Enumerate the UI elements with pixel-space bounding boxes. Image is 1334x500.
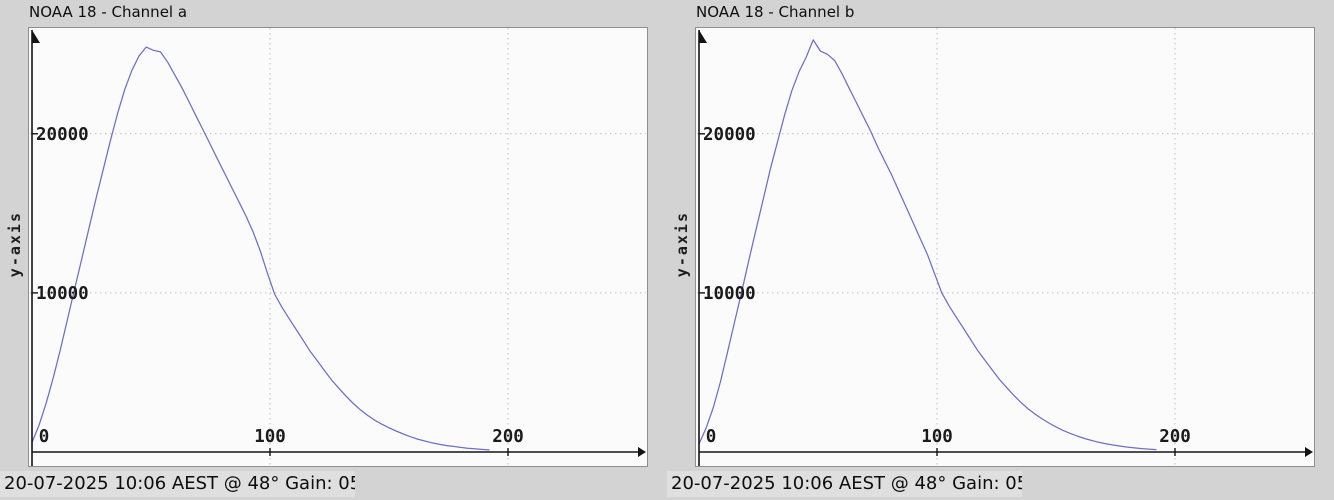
svg-text:20000: 20000 <box>703 125 756 145</box>
chart-panel-channel-a: NOAA 18 - Channel a y-axis 0 100 200 10000 2… <box>0 3 648 497</box>
svg-text:200: 200 <box>1159 427 1191 447</box>
svg-text:0: 0 <box>39 427 50 447</box>
svg-text:0: 0 <box>706 427 717 447</box>
y-axis-label: y-axis <box>6 211 24 278</box>
svg-text:10000: 10000 <box>703 284 756 304</box>
plot-area: 0 100 200 10000 20000 <box>695 27 1315 467</box>
chart-title: NOAA 18 - Channel b <box>696 3 855 21</box>
svg-text:200: 200 <box>492 427 524 447</box>
caption-clipped-char: 5 <box>350 471 355 497</box>
svg-text:100: 100 <box>921 427 953 447</box>
y-axis-label: y-axis <box>673 211 691 278</box>
svg-text:10000: 10000 <box>36 284 89 304</box>
caption-clipped-char: 5 <box>1017 471 1022 497</box>
caption: 20-07-2025 10:06 AEST @ 48° Gain: 05 <box>667 471 1022 497</box>
svg-text:100: 100 <box>254 427 286 447</box>
chart-title: NOAA 18 - Channel a <box>29 3 188 21</box>
chart-panel-channel-b: NOAA 18 - Channel b y-axis 0 100 200 10000 2… <box>667 0 1334 500</box>
svg-text:20000: 20000 <box>36 125 89 145</box>
histogram-curve-svg: 0 100 200 10000 20000 <box>30 28 646 466</box>
histogram-curve-svg: 0 100 200 10000 20000 <box>697 28 1313 466</box>
caption: 20-07-2025 10:06 AEST @ 48° Gain: 05 <box>0 471 355 497</box>
plot-area: 0 100 200 10000 20000 <box>28 27 648 467</box>
caption-text: 20-07-2025 10:06 AEST @ 48° Gain: 0 <box>671 473 1017 494</box>
caption-text: 20-07-2025 10:06 AEST @ 48° Gain: 0 <box>4 473 350 494</box>
